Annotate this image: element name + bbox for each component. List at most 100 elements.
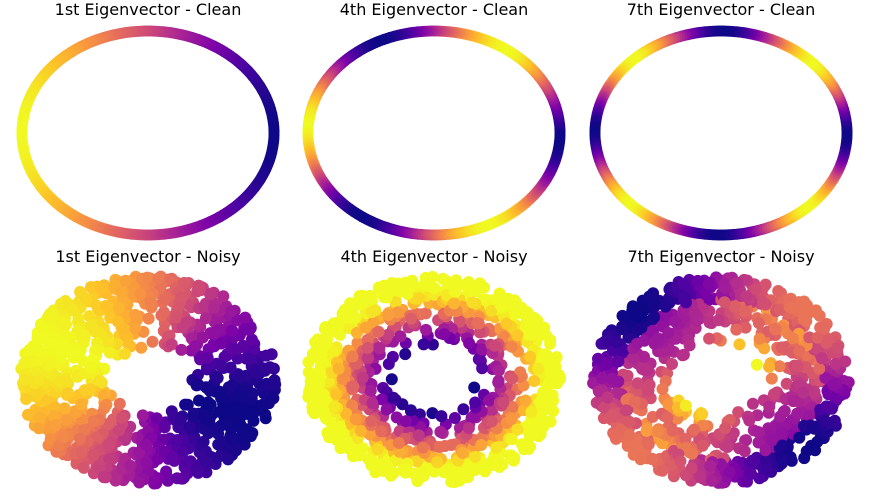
scatter-point: [702, 277, 715, 290]
scatter-point: [740, 290, 752, 303]
scatter-point: [190, 379, 203, 392]
scatter-point: [803, 409, 816, 422]
scatter-point: [813, 362, 826, 375]
scatter-point: [785, 454, 798, 467]
scatter-point: [193, 394, 205, 407]
scatter-point: [738, 445, 751, 458]
scatter-point: [31, 387, 44, 400]
scatter-point: [417, 338, 430, 351]
scatter-point: [641, 364, 654, 376]
scatter-point: [77, 461, 90, 474]
scatter-point: [705, 474, 718, 487]
scatter-point: [354, 424, 367, 437]
scatter-point: [677, 278, 690, 291]
scatter-point: [773, 360, 786, 373]
scatter-point: [215, 337, 228, 350]
scatter-point: [732, 406, 745, 419]
scatter-point: [646, 453, 659, 465]
scatter-point: [537, 348, 550, 361]
scatter-point: [87, 415, 100, 428]
scatter-point: [264, 361, 276, 374]
scatter-point: [621, 369, 634, 382]
scatter-point: [462, 462, 475, 475]
scatter-point: [791, 360, 804, 372]
scatter-point: [592, 385, 605, 398]
scatter-point: [596, 372, 608, 385]
panel-7th-noisy: 7th Eigenvector - Noisy: [587, 247, 855, 489]
scatter-point: [53, 375, 66, 388]
scatter-point: [134, 288, 147, 300]
scatter-point: [146, 335, 159, 348]
scatter-point: [313, 372, 326, 385]
scatter-point: [361, 352, 374, 364]
scatter-point: [267, 392, 280, 405]
scatter-point: [738, 305, 751, 318]
scatter-point: [524, 350, 537, 363]
scatter-point: [316, 342, 329, 354]
scatter-point: [623, 429, 636, 442]
scatter-point: [642, 438, 655, 451]
scatter-point: [515, 301, 528, 314]
scatter-point: [364, 384, 377, 397]
scatter-point: [694, 470, 707, 483]
scatter-point: [44, 433, 57, 446]
scatter-points: [15, 270, 282, 490]
scatter-point: [141, 271, 154, 284]
scatter-point: [178, 276, 191, 289]
scatter-point: [222, 417, 235, 430]
scatter-point: [635, 321, 648, 334]
scatter-point: [102, 439, 115, 452]
scatter-point: [793, 431, 806, 444]
scatter-point: [808, 422, 821, 435]
scatter-point: [554, 372, 567, 385]
scatter-point: [447, 297, 460, 310]
scatter-point: [234, 371, 247, 384]
scatter-point: [400, 415, 412, 428]
scatter-point: [436, 272, 449, 285]
scatter-point: [197, 435, 210, 448]
scatter-point: [18, 373, 31, 386]
scatter-point: [317, 388, 330, 401]
scatter-point: [676, 349, 689, 362]
scatter-point: [247, 342, 260, 355]
scatter-point: [511, 329, 524, 342]
scatter-point: [328, 400, 341, 413]
scatter-point: [312, 400, 324, 413]
scatter-point: [688, 423, 700, 436]
scatter-point: [231, 343, 244, 356]
scatter-point: [217, 290, 230, 303]
scatter-point: [159, 292, 172, 305]
scatter-point: [104, 417, 117, 430]
scatter-point: [821, 334, 834, 347]
scatter-point: [133, 446, 145, 459]
scatter-point: [95, 282, 108, 295]
scatter-point: [122, 338, 135, 351]
scatter-point: [759, 444, 772, 457]
scatter-point: [174, 414, 187, 427]
scatter-point: [519, 394, 532, 407]
scatter-point: [399, 463, 412, 476]
scatter-point: [688, 306, 701, 319]
scatter-point: [226, 324, 239, 337]
scatter-point: [831, 342, 844, 355]
scatter-point: [140, 457, 153, 469]
scatter-point: [746, 454, 759, 467]
scatter-point: [207, 301, 220, 314]
scatter-point: [743, 414, 756, 427]
scatter-point: [144, 296, 157, 309]
scatter-point: [638, 350, 650, 363]
scatter-point: [103, 346, 116, 359]
scatter-point: [696, 439, 709, 452]
scatter-point: [249, 366, 262, 379]
scatter-point: [666, 424, 679, 437]
scatter-point: [129, 308, 142, 321]
scatter-point: [319, 323, 331, 335]
scatter-point: [412, 429, 425, 442]
scatter-point: [651, 425, 664, 438]
scatter-point: [485, 415, 498, 428]
scatter-point: [225, 305, 237, 318]
scatter-point: [719, 422, 732, 435]
scatter-point: [466, 296, 479, 309]
scatter-point: [256, 398, 269, 411]
